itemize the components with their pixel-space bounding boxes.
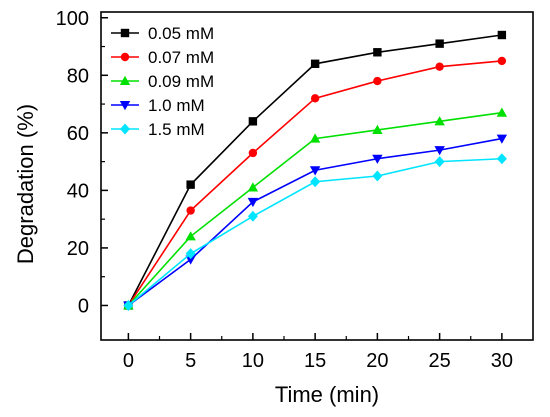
data-point	[434, 156, 445, 168]
data-point	[186, 206, 195, 215]
x-tick-label: 15	[304, 350, 326, 372]
data-point	[185, 255, 196, 265]
axis-layer: 0 5 10 15 20 25 30 0 20 40 60 80 100	[56, 8, 513, 372]
legend-marker	[119, 101, 131, 111]
y-tick-label: 40	[67, 180, 89, 202]
data-point	[309, 133, 321, 143]
data-point	[435, 39, 444, 48]
data-point	[248, 148, 258, 158]
data-point	[247, 182, 259, 192]
y-tick-label: 20	[67, 238, 89, 260]
legend-item: 0.09 mM	[111, 72, 214, 91]
data-point	[434, 116, 445, 126]
series-layer	[123, 30, 508, 311]
y-tick-label: 0	[78, 295, 89, 317]
data-point	[185, 231, 196, 241]
x-tick-label: 20	[366, 350, 388, 372]
y-tick-label: 100	[56, 8, 89, 30]
data-point	[372, 154, 383, 164]
data-point	[434, 146, 445, 156]
data-point	[248, 117, 258, 126]
data-point	[497, 30, 507, 40]
data-point	[310, 59, 320, 68]
series-1-5-mm	[123, 153, 507, 311]
data-point	[310, 176, 321, 188]
series-line	[127, 137, 503, 307]
legend-item: 1.0 mM	[111, 96, 205, 115]
y-tick-label: 60	[67, 123, 89, 145]
legend-item: 0.05 mM	[111, 24, 214, 43]
legend-label: 1.0 mM	[148, 96, 205, 115]
series-1-0-mm	[123, 134, 508, 311]
data-point	[247, 197, 259, 208]
x-tick-label: 30	[491, 350, 513, 372]
data-point	[497, 56, 507, 66]
data-point	[186, 180, 195, 189]
data-point	[372, 124, 383, 134]
data-point	[373, 76, 382, 86]
plot-frame	[100, 11, 534, 341]
legend-item: 0.07 mM	[111, 48, 214, 67]
y-tick-label: 80	[67, 65, 89, 87]
legend-label: 0.09 mM	[148, 72, 214, 91]
data-point	[123, 299, 134, 311]
x-tick-label: 25	[429, 350, 451, 372]
legend-marker	[119, 75, 131, 85]
legend: 0.05 mM 0.07 mM 0.09 mM 1.0 mM 1.5 mM	[111, 24, 214, 139]
data-point	[310, 94, 320, 103]
data-point	[435, 62, 444, 71]
data-point	[496, 134, 508, 144]
data-point	[372, 170, 383, 182]
data-point	[373, 48, 382, 57]
legend-label: 0.05 mM	[148, 24, 214, 43]
data-point	[185, 248, 196, 260]
legend-marker	[120, 28, 130, 38]
legend-label: 0.07 mM	[148, 48, 214, 67]
legend-marker	[120, 123, 130, 135]
legend-item: 1.5 mM	[111, 120, 205, 139]
y-axis-title: Degradation (%)	[13, 104, 38, 264]
data-point	[309, 166, 321, 176]
data-point	[496, 153, 507, 165]
x-tick-label: 5	[185, 350, 196, 372]
x-tick-label: 0	[123, 350, 134, 372]
x-tick-label: 10	[242, 350, 264, 372]
legend-label: 1.5 mM	[148, 120, 205, 139]
data-point	[247, 210, 258, 222]
legend-marker	[120, 52, 130, 62]
data-point	[496, 107, 508, 117]
x-axis-title: Time (min)	[275, 382, 379, 407]
